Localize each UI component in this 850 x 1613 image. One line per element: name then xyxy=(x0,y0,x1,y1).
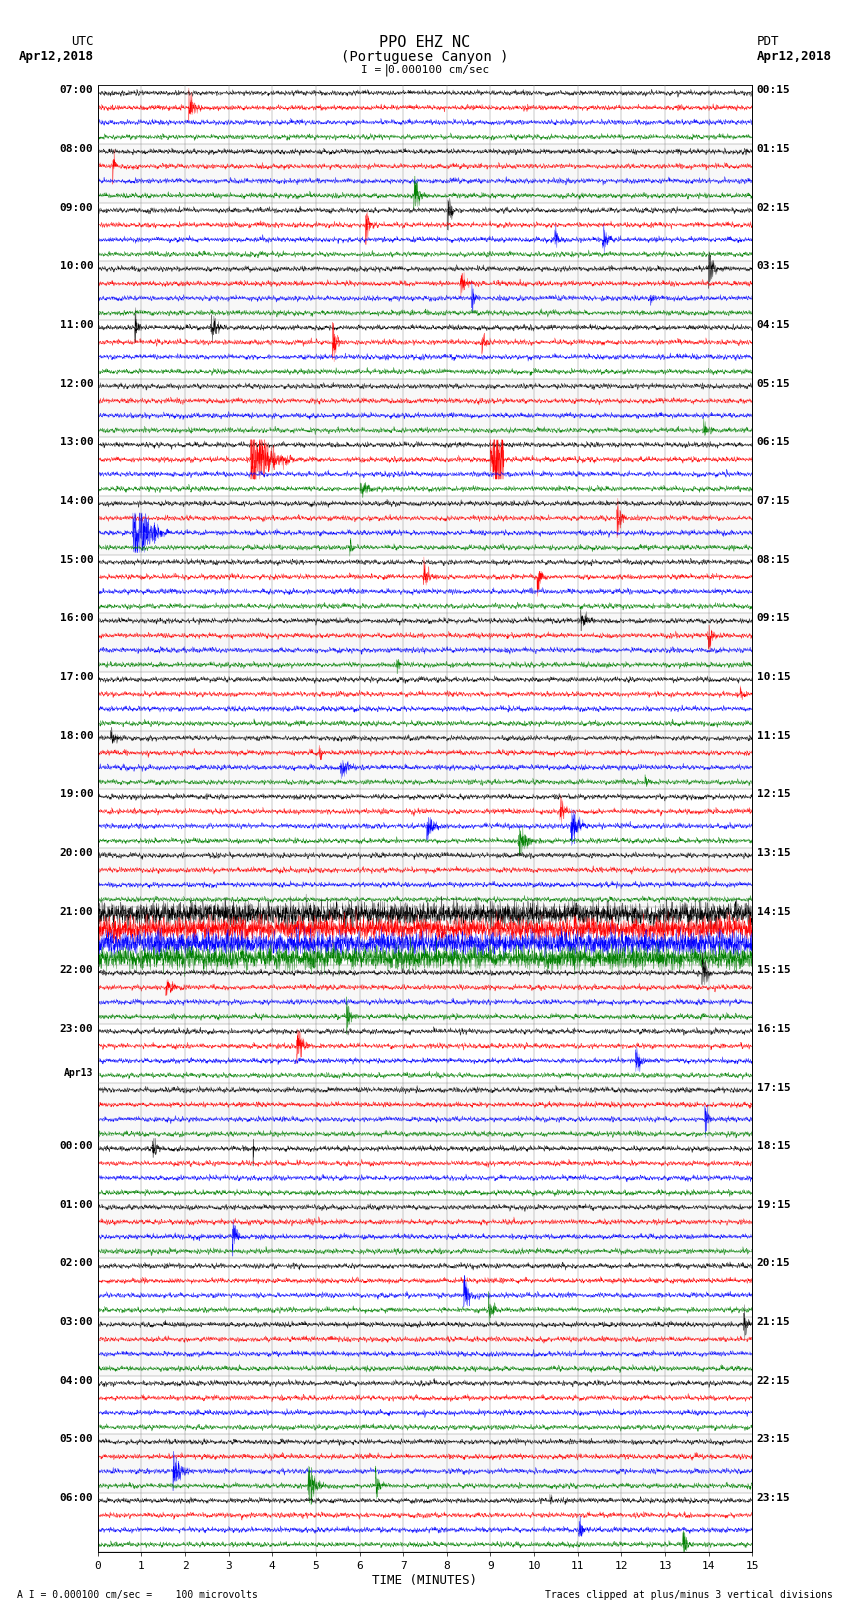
Text: UTC: UTC xyxy=(71,35,94,48)
Text: 17:15: 17:15 xyxy=(756,1082,790,1092)
Text: 20:15: 20:15 xyxy=(756,1258,790,1268)
Text: Apr13: Apr13 xyxy=(64,1068,94,1077)
Bar xyxy=(98,965,752,1024)
Text: Traces clipped at plus/minus 3 vertical divisions: Traces clipped at plus/minus 3 vertical … xyxy=(545,1590,833,1600)
Text: 00:00: 00:00 xyxy=(60,1140,94,1152)
Bar xyxy=(98,379,752,437)
Text: 01:00: 01:00 xyxy=(60,1200,94,1210)
Text: 07:00: 07:00 xyxy=(60,85,94,95)
Text: 01:15: 01:15 xyxy=(756,144,790,155)
Text: 22:00: 22:00 xyxy=(60,965,94,976)
Bar xyxy=(98,261,752,319)
Text: 21:15: 21:15 xyxy=(756,1318,790,1327)
Bar xyxy=(98,613,752,673)
Text: 06:00: 06:00 xyxy=(60,1494,94,1503)
Bar xyxy=(98,1200,752,1258)
Text: 09:15: 09:15 xyxy=(756,613,790,623)
Text: 05:00: 05:00 xyxy=(60,1434,94,1444)
Text: PDT: PDT xyxy=(756,35,779,48)
Text: 08:00: 08:00 xyxy=(60,144,94,155)
Text: 02:15: 02:15 xyxy=(756,203,790,213)
Bar xyxy=(98,1318,752,1376)
Text: 15:00: 15:00 xyxy=(60,555,94,565)
Bar xyxy=(98,1082,752,1140)
Text: 19:00: 19:00 xyxy=(60,789,94,800)
Text: 06:15: 06:15 xyxy=(756,437,790,447)
Text: 18:00: 18:00 xyxy=(60,731,94,740)
Text: 14:00: 14:00 xyxy=(60,497,94,506)
Text: 16:00: 16:00 xyxy=(60,613,94,623)
Text: 13:15: 13:15 xyxy=(756,848,790,858)
Text: 23:00: 23:00 xyxy=(60,1024,94,1034)
Text: 11:00: 11:00 xyxy=(60,319,94,331)
Bar xyxy=(98,1434,752,1494)
Text: 19:15: 19:15 xyxy=(756,1200,790,1210)
Text: 22:15: 22:15 xyxy=(756,1376,790,1386)
Bar xyxy=(98,144,752,203)
Text: 03:00: 03:00 xyxy=(60,1318,94,1327)
Text: |: | xyxy=(383,65,390,77)
Text: (Portuguese Canyon ): (Portuguese Canyon ) xyxy=(341,50,509,65)
Text: 23:15: 23:15 xyxy=(756,1434,790,1444)
Text: I = 0.000100 cm/sec: I = 0.000100 cm/sec xyxy=(361,65,489,74)
Text: 07:15: 07:15 xyxy=(756,497,790,506)
Text: 12:15: 12:15 xyxy=(756,789,790,800)
Text: 14:15: 14:15 xyxy=(756,907,790,916)
Text: 11:15: 11:15 xyxy=(756,731,790,740)
Text: 00:15: 00:15 xyxy=(756,85,790,95)
Text: 21:00: 21:00 xyxy=(60,907,94,916)
Text: 04:15: 04:15 xyxy=(756,319,790,331)
Text: 13:00: 13:00 xyxy=(60,437,94,447)
Text: 10:00: 10:00 xyxy=(60,261,94,271)
Bar xyxy=(98,497,752,555)
Text: 17:00: 17:00 xyxy=(60,673,94,682)
Text: 12:00: 12:00 xyxy=(60,379,94,389)
Text: 20:00: 20:00 xyxy=(60,848,94,858)
Text: Apr12,2018: Apr12,2018 xyxy=(756,50,831,63)
Text: 16:15: 16:15 xyxy=(756,1024,790,1034)
Text: A I = 0.000100 cm/sec =    100 microvolts: A I = 0.000100 cm/sec = 100 microvolts xyxy=(17,1590,258,1600)
Text: 08:15: 08:15 xyxy=(756,555,790,565)
Text: 09:00: 09:00 xyxy=(60,203,94,213)
X-axis label: TIME (MINUTES): TIME (MINUTES) xyxy=(372,1574,478,1587)
Text: 05:15: 05:15 xyxy=(756,379,790,389)
Text: 02:00: 02:00 xyxy=(60,1258,94,1268)
Bar xyxy=(98,848,752,907)
Text: 18:15: 18:15 xyxy=(756,1140,790,1152)
Text: 23:15: 23:15 xyxy=(756,1494,790,1503)
Text: PPO EHZ NC: PPO EHZ NC xyxy=(379,35,471,50)
Text: 04:00: 04:00 xyxy=(60,1376,94,1386)
Text: 03:15: 03:15 xyxy=(756,261,790,271)
Text: 10:15: 10:15 xyxy=(756,673,790,682)
Bar xyxy=(98,731,752,789)
Text: Apr12,2018: Apr12,2018 xyxy=(19,50,94,63)
Text: 15:15: 15:15 xyxy=(756,965,790,976)
